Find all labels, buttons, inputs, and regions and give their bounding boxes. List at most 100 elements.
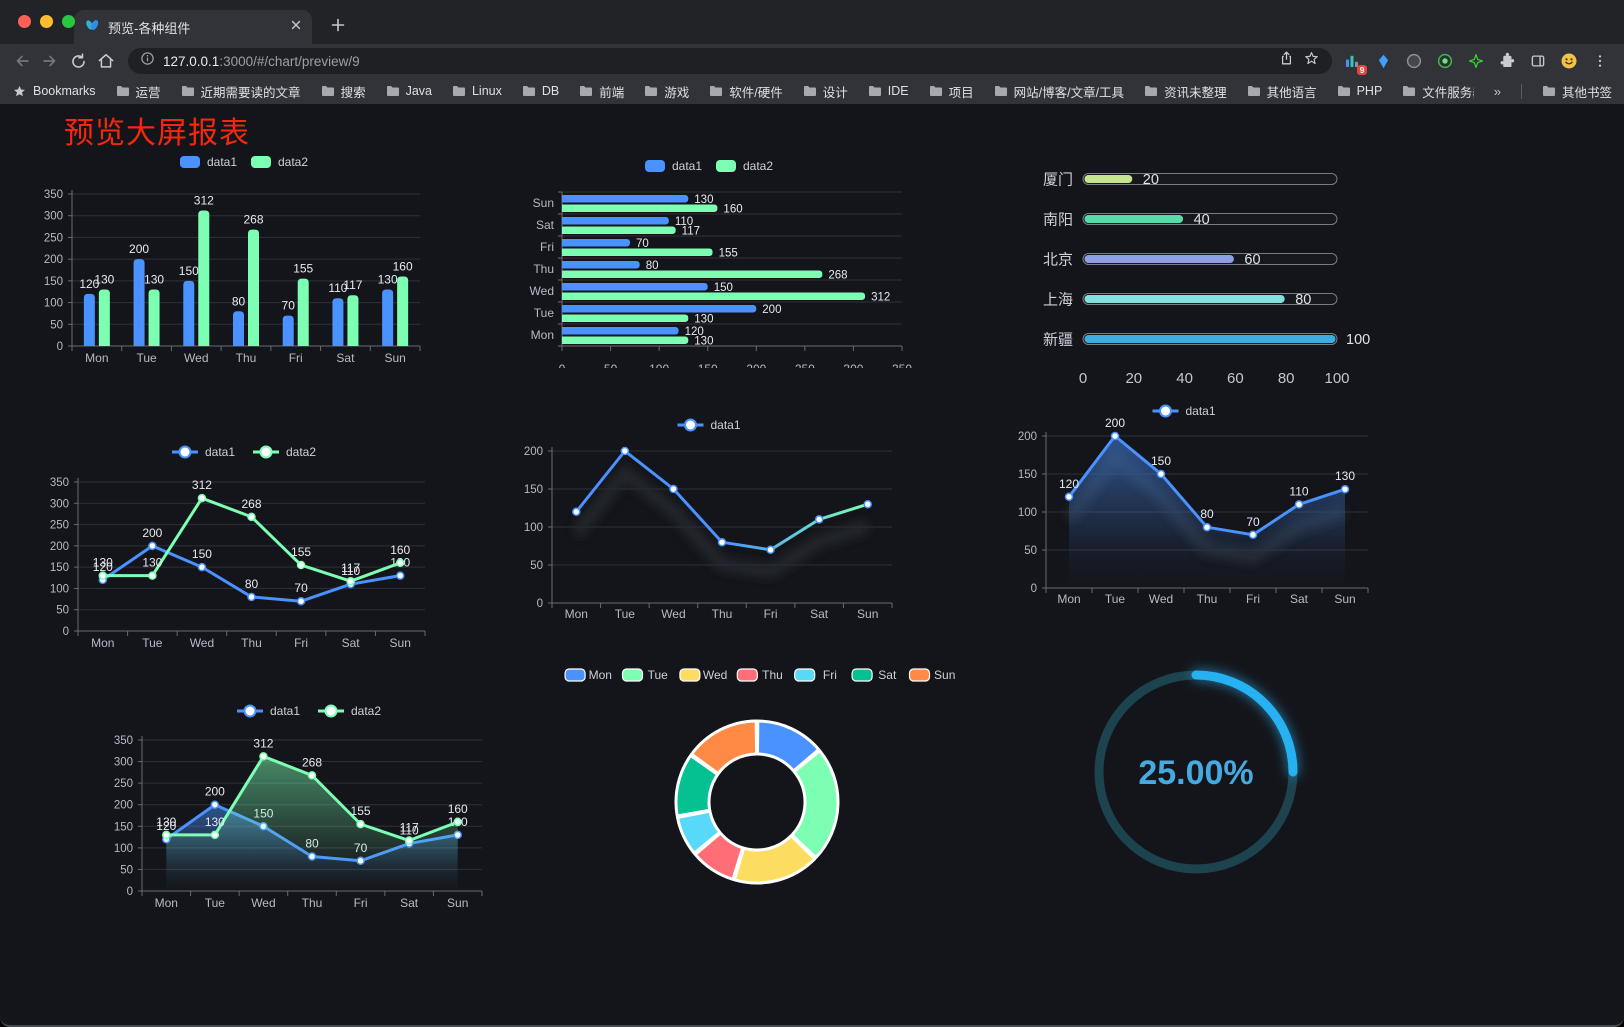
bookmark-item[interactable]: PHP [1337,84,1382,98]
green-star-extension-icon[interactable] [1464,49,1488,73]
folder-icon [580,86,593,96]
bookmark-item[interactable]: 近期需要读的文章 [181,82,301,101]
svg-text:150: 150 [179,264,199,278]
svg-text:150: 150 [1151,454,1171,468]
profile-avatar-icon[interactable] [1557,49,1581,73]
svg-text:0: 0 [57,341,63,353]
legend-item[interactable]: data1 [237,704,300,718]
legend-item[interactable]: Thu [736,668,783,682]
chart-line-gradient: 0 50 100 150 200 Mon Tue Wed Thu Fri Sat Sun data1 [500,393,920,633]
green-circle-extension-icon[interactable] [1433,49,1457,73]
legend-item[interactable]: data1 [677,418,741,432]
legend-item[interactable]: Mon [564,668,612,682]
svg-text:Tue: Tue [615,607,636,621]
bi-extension-icon[interactable]: 9 [1340,49,1367,75]
legend-item[interactable]: Sun [908,668,956,682]
reload-icon[interactable] [64,48,92,74]
extensions-area: 9 [1340,49,1616,75]
url-text: 127.0.0.1:3000/#/chart/preview/9 [163,54,360,69]
menu-kebab-icon[interactable] [1588,49,1612,73]
legend-item[interactable]: data1 [180,155,237,169]
minimize-window-button[interactable] [40,15,53,28]
legend-item[interactable]: data2 [253,445,316,459]
share-icon[interactable] [1278,50,1295,72]
pie-slice[interactable] [690,719,759,776]
bookmark-item[interactable]: Linux [452,84,502,98]
pie-slice[interactable] [790,749,840,860]
chart-line-basic: 0 50 100 150 200 250 300 350 Mon Tue Wed Thu Fri Sat S… [30,420,460,665]
back-icon[interactable] [8,48,36,74]
legend-item[interactable]: data2 [318,704,381,718]
svg-text:100: 100 [524,522,543,534]
svg-text:Wed: Wed [251,896,275,910]
legend-item[interactable]: Wed [679,668,727,682]
bookmarks-bar: Bookmarks 运营 近期需要读的文章 搜索 Java Linux DB 前端 游戏 软件/… [0,78,1624,104]
extension-badge: 9 [1357,65,1367,75]
svg-text:120: 120 [685,326,704,338]
bookmark-item[interactable]: 资讯未整理 [1144,82,1227,101]
bookmarks-root[interactable]: Bookmarks [12,84,96,99]
svg-text:Thu: Thu [762,668,783,682]
svg-text:100: 100 [44,298,63,310]
other-bookmarks-folder[interactable]: 其他书签 [1542,82,1612,101]
folder-icon [710,86,723,96]
pie-slice[interactable] [674,754,720,818]
bookmark-item[interactable]: DB [522,84,559,98]
svg-text:Mon: Mon [85,351,108,365]
legend-item[interactable]: data1 [172,445,235,459]
address-bar[interactable]: 127.0.0.1:3000/#/chart/preview/9 [128,48,1332,74]
bookmark-star-icon[interactable] [1303,50,1320,72]
bookmark-item[interactable]: 游戏 [644,82,689,101]
bookmark-item[interactable]: 前端 [579,82,624,101]
bookmark-item[interactable]: IDE [868,84,909,98]
svg-text:data1: data1 [207,155,237,169]
bookmark-item[interactable]: 网站/博客/文章/工具 [994,82,1124,101]
legend-item[interactable]: data2 [716,159,773,173]
bookmark-item[interactable]: 运营 [116,82,161,101]
svg-text:200: 200 [50,541,69,553]
legend-item[interactable]: data1 [645,159,702,173]
svg-text:Fri: Fri [289,351,303,365]
bookmark-item[interactable]: 其他语言 [1247,82,1317,101]
svg-text:117: 117 [400,821,419,835]
pie-slice[interactable] [732,834,817,885]
svg-text:100: 100 [1018,507,1037,519]
svg-text:120: 120 [93,560,113,574]
side-panel-icon[interactable] [1526,49,1550,73]
svg-text:Fri: Fri [823,668,837,682]
bookmarks-overflow-chevron[interactable]: » [1493,83,1501,99]
c-bar-svg: 0 50 100 150 200 250 300 350 Mon Tue Wed Thu Fri Sat S… [44,155,421,365]
pie-slice[interactable] [755,719,821,773]
home-icon[interactable] [92,48,120,74]
legend-item[interactable]: data1 [1152,404,1216,418]
new-tab-button[interactable] [326,13,350,37]
close-window-button[interactable] [18,15,31,28]
bookmark-item[interactable]: 设计 [803,82,848,101]
bookmark-item[interactable]: Java [386,84,432,98]
legend-item[interactable]: Fri [794,668,837,682]
bookmark-item[interactable]: 软件/硬件 [709,82,783,101]
forward-icon[interactable] [36,48,64,74]
svg-text:155: 155 [293,262,313,276]
tab-close-icon[interactable] [290,18,302,36]
svg-text:data1: data1 [710,418,740,432]
svg-text:Tue: Tue [205,896,226,910]
svg-text:Thu: Thu [533,262,554,276]
maximize-window-button[interactable] [62,15,75,28]
puzzle-extensions-icon[interactable] [1495,49,1519,73]
svg-text:0: 0 [537,598,543,610]
c-area2-svg: 0 50 100 150 200 250 300 350 Mon Tue Wed Thu Fri Sat S… [114,704,483,910]
bookmark-item[interactable]: 文件服务器 [1402,82,1474,101]
legend-item[interactable]: Sat [851,668,897,682]
svg-text:Sat: Sat [810,607,829,621]
legend-item[interactable]: Tue [621,668,669,682]
svg-text:data2: data2 [278,155,308,169]
bookmark-item[interactable]: 搜索 [321,82,366,101]
site-info-icon[interactable] [140,51,155,71]
legend-item[interactable]: data2 [251,155,308,169]
pie-slice[interactable] [693,831,745,881]
browser-tab[interactable]: 预览-各种组件 [74,10,312,44]
bookmark-item[interactable]: 项目 [929,82,974,101]
kite-extension-icon[interactable] [1371,49,1395,73]
dark-circle-extension-icon[interactable] [1402,49,1426,73]
